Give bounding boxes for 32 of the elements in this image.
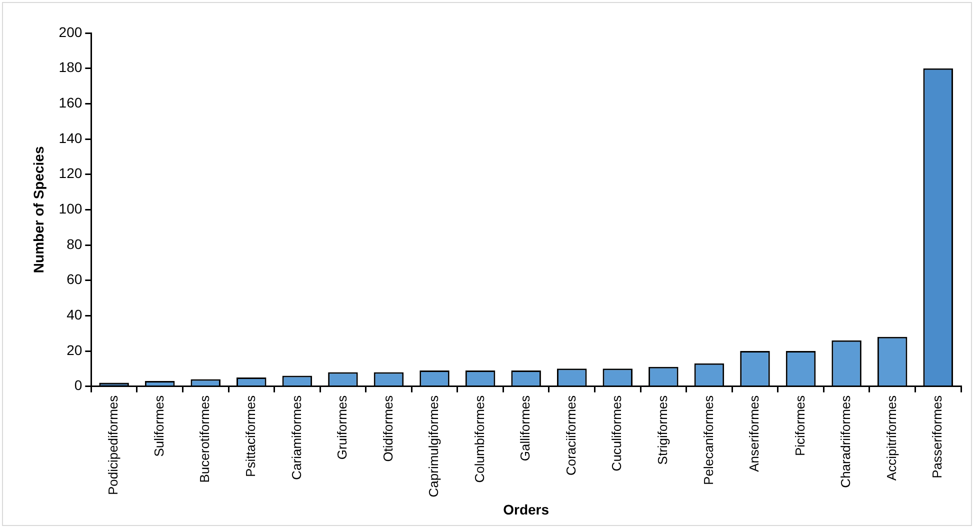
- y-tick-label: 120: [58, 165, 82, 182]
- y-tick-label: 80: [66, 236, 82, 252]
- x-tick-label: Piciformes: [792, 394, 808, 456]
- x-tick-label: Psittaciformes: [242, 394, 258, 477]
- x-tick-label: Gruiformes: [334, 394, 350, 460]
- y-tick-label: 0: [74, 377, 82, 394]
- x-tick-label: Accipitriformes: [884, 394, 899, 481]
- x-tick-label: Galliformes: [518, 394, 533, 462]
- x-tick-label: Passeriformes: [930, 394, 945, 478]
- y-tick-label: 200: [58, 24, 82, 40]
- x-tick-label: Podicipediformes: [106, 394, 121, 496]
- x-tick-label: Cariamiformes: [288, 394, 304, 480]
- y-tick-label: 160: [58, 94, 82, 111]
- x-tick-label: Pelecaniformes: [700, 394, 716, 485]
- y-tick-label: 40: [66, 306, 82, 323]
- x-tick-label: Cuculiformes: [609, 394, 624, 472]
- x-tick-label: Anseriformes: [746, 394, 762, 472]
- x-tick-label: Bucerotiformes: [197, 394, 212, 483]
- y-tick-label: 140: [58, 130, 82, 146]
- y-tick-label: 100: [58, 200, 82, 217]
- y-tick-label: 60: [66, 271, 82, 288]
- x-tick-label: Strigiformes: [655, 394, 670, 465]
- x-tick-label: Coraciiformes: [563, 394, 578, 476]
- y-tick-label: 180: [58, 59, 82, 76]
- x-tick-label: Charadriiformes: [838, 394, 854, 488]
- x-axis-title: Orders: [503, 501, 550, 518]
- x-tick-label: Columbiformes: [472, 394, 487, 483]
- y-axis-title: Number of Species: [30, 146, 46, 274]
- x-tick-label: Caprimulgiformes: [426, 394, 442, 498]
- x-tick-label: Suliformes: [151, 394, 166, 457]
- y-tick-label: 20: [66, 342, 82, 358]
- x-tick-label: Otidiformes: [380, 394, 396, 462]
